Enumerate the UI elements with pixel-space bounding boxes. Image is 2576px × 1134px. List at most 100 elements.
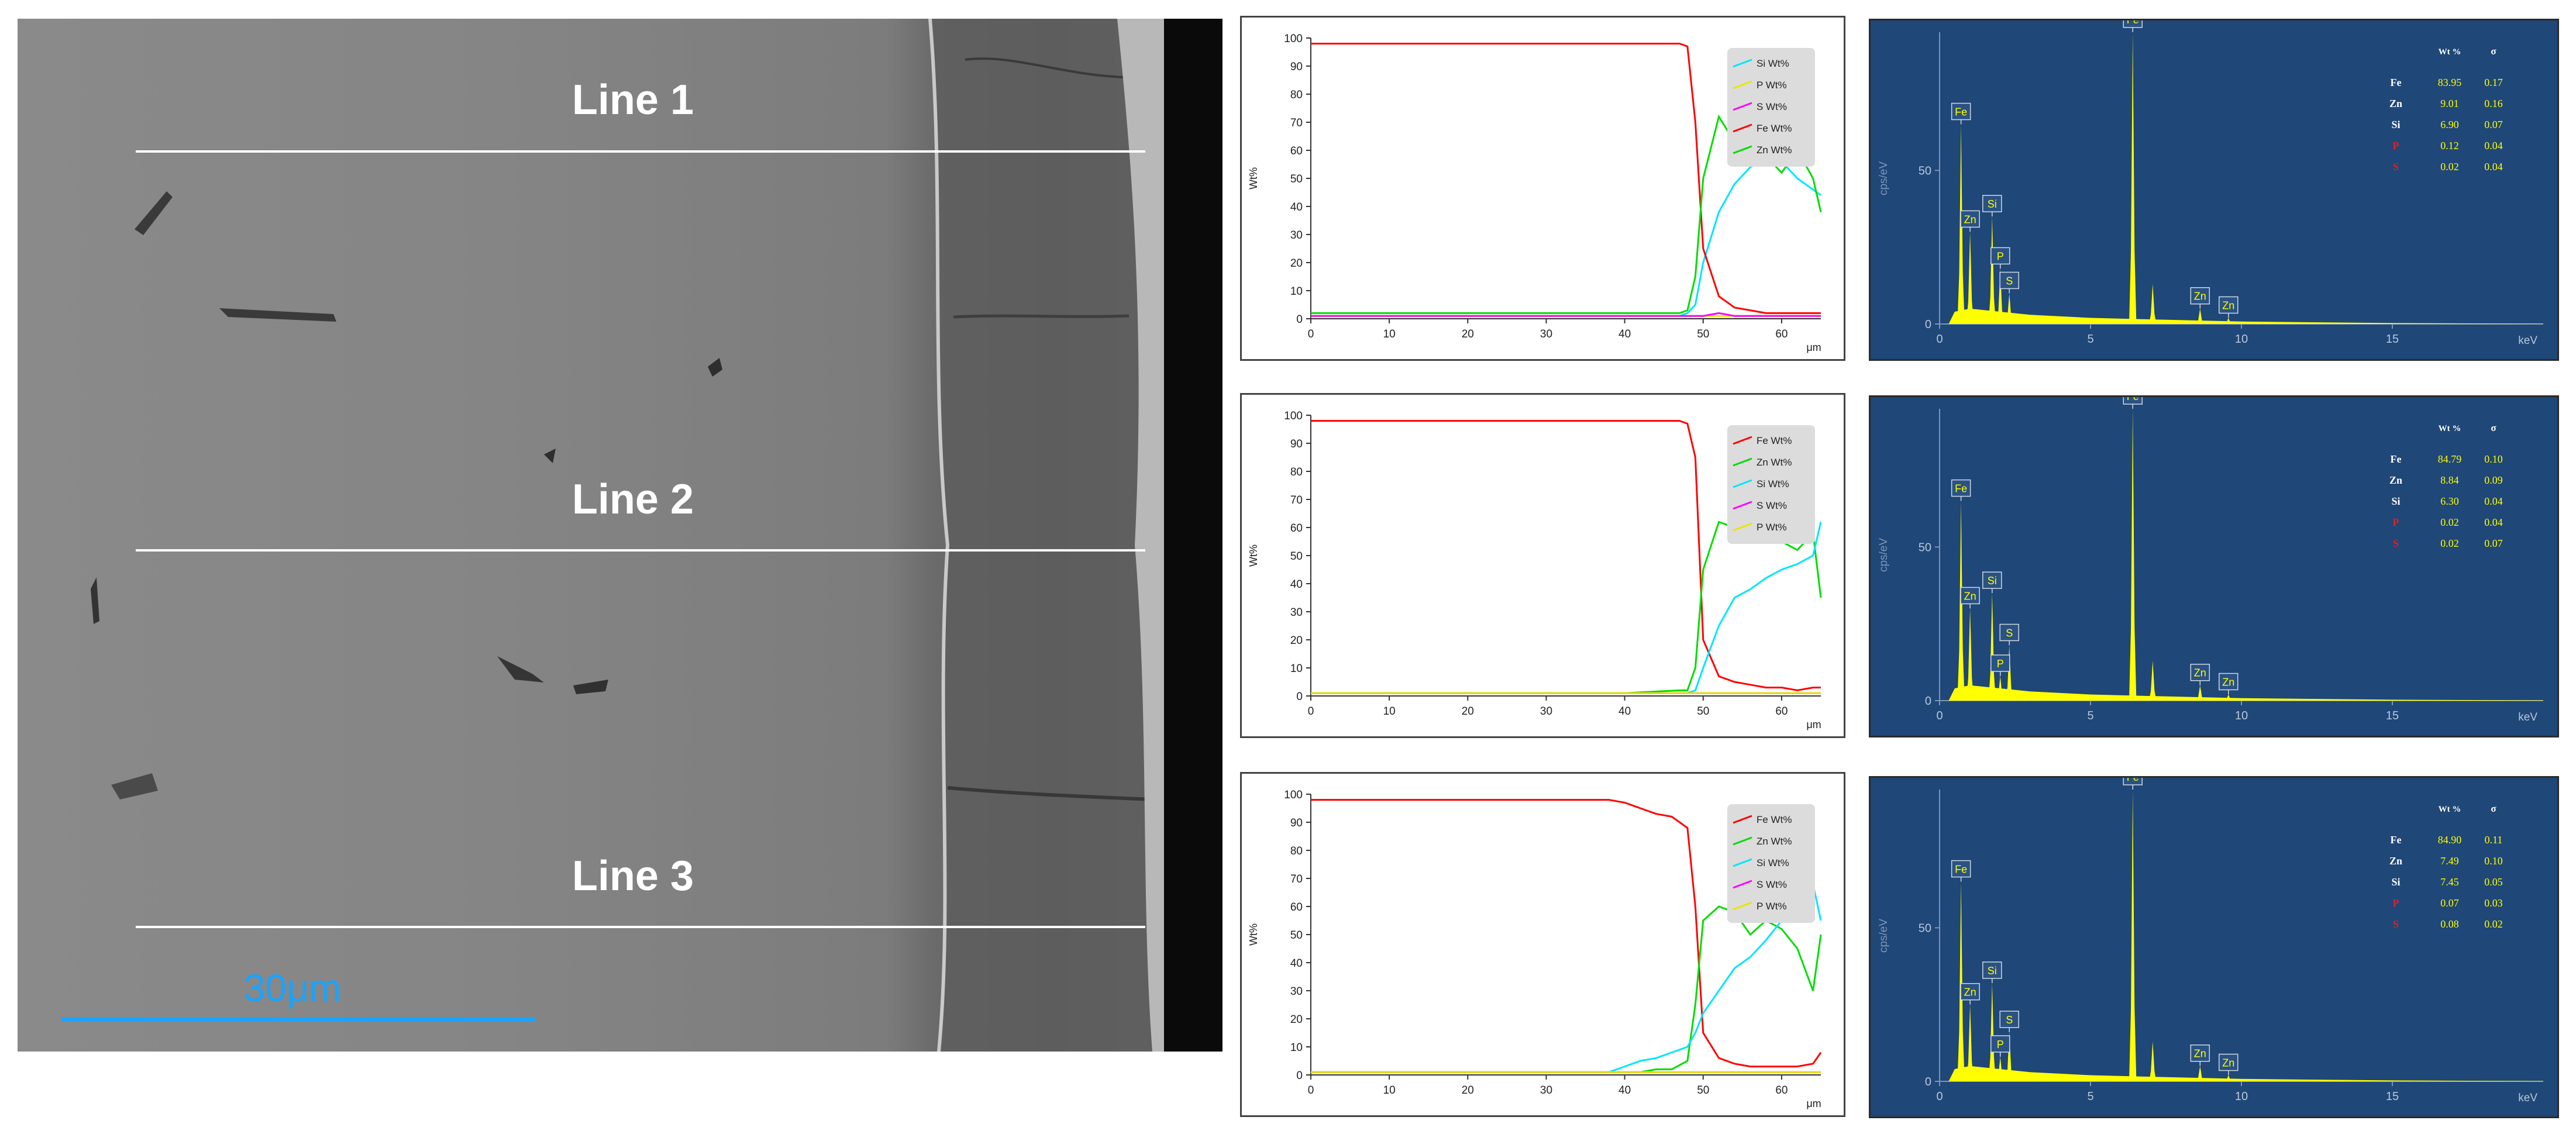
y-tick-label: 30 (1290, 229, 1303, 242)
table-element: Si (2391, 119, 2400, 130)
table-header-sigma: σ (2491, 803, 2496, 814)
x-tick-label: 5 (2087, 333, 2093, 346)
table-header-sigma: σ (2491, 46, 2496, 57)
x-tick-label: 30 (1540, 705, 1552, 718)
legend-swatch (1733, 836, 1752, 846)
y-tick-label: 10 (1290, 1042, 1303, 1054)
y-tick-label: 60 (1290, 145, 1303, 157)
table-sigma-value: 0.10 (2484, 453, 2503, 465)
legend-swatch (1733, 815, 1752, 824)
x-tick-label: 20 (1462, 1084, 1474, 1097)
peak-label-box (2123, 397, 2143, 405)
series-fe-line (1311, 420, 1821, 691)
y-tick-label: 50 (1290, 173, 1303, 185)
legend-label: Fe Wt% (1757, 435, 1792, 446)
table-wt-value: 0.02 (2440, 516, 2459, 528)
peak-label-box (1990, 654, 2010, 672)
peak-label-box (2190, 1044, 2210, 1062)
y-tick-label: 70 (1290, 117, 1303, 129)
table-sigma-value: 0.03 (2484, 897, 2503, 909)
spectrum-peak (1988, 216, 1996, 324)
peak-label: Fe (2127, 778, 2139, 783)
table-wt-value: 0.07 (2440, 897, 2459, 909)
y-tick-label: 0 (1925, 695, 1931, 708)
table-sigma-value: 0.16 (2484, 98, 2503, 109)
peak-label: Fe (1955, 483, 1967, 495)
x-tick-label: 60 (1775, 705, 1788, 718)
line-profile-2-chart: 0 10 20 30 40 50 60 70 80 90 100 0 10 20 30 40 50 60 μm Wt%… (1248, 410, 1822, 730)
table-sigma-value: 0.10 (2484, 855, 2503, 867)
x-tick-label: 0 (1308, 328, 1314, 340)
spectrum-peak (1966, 608, 1974, 701)
y-tick-label: 90 (1290, 817, 1303, 829)
legend-swatch (1733, 457, 1752, 467)
legend-label: Si Wt% (1757, 478, 1789, 490)
peak-label: Zn (2222, 676, 2234, 688)
table-wt-value: 0.12 (2440, 140, 2459, 151)
spectrum-peak (2006, 1032, 2013, 1081)
x-tick-label: 30 (1540, 328, 1552, 340)
x-tick-label: 5 (2087, 1090, 2093, 1103)
peak-label-box (1999, 1011, 2019, 1028)
y-tick-label: 0 (1296, 691, 1303, 703)
peak-label: Zn (2194, 667, 2206, 679)
spectrum-peak (1988, 983, 1996, 1081)
legend-box (1727, 48, 1815, 167)
x-unit-label: keV (2518, 1092, 2537, 1104)
table-header-wt: Wt % (2439, 424, 2461, 433)
inclusion (497, 656, 544, 683)
spectrum-peak (2149, 660, 2157, 701)
line-profile-2: 0 10 20 30 40 50 60 70 80 90 100 0 10 20 30 40 50 60 μm Wt%… (1240, 393, 1845, 738)
table-sigma-value: 0.04 (2484, 161, 2503, 173)
y-tick-label: 80 (1290, 466, 1303, 478)
table-element: Fe (2391, 77, 2402, 88)
y-tick-label: 10 (1290, 663, 1303, 675)
table-wt-value: 0.02 (2440, 161, 2459, 173)
x-tick-label: 0 (1308, 705, 1314, 718)
inclusion (91, 577, 99, 624)
x-tick-label: 40 (1618, 1084, 1631, 1097)
peak-label-box (1999, 623, 2019, 642)
legend-label: Si Wt% (1757, 58, 1789, 69)
y-tick-label: 60 (1290, 901, 1303, 914)
table-wt-value: 8.84 (2440, 474, 2459, 486)
x-tick-label: 15 (2386, 1090, 2399, 1103)
legend-label: P Wt% (1757, 522, 1787, 533)
x-tick-label: 10 (1383, 1084, 1396, 1097)
x-tick-label: 15 (2386, 709, 2399, 722)
y-tick-label: 40 (1290, 957, 1303, 970)
x-tick-label: 10 (2235, 1090, 2248, 1103)
peak-label-box (1990, 247, 2010, 265)
peak-label-box (2219, 296, 2238, 314)
inclusion (708, 358, 722, 377)
peak-label: Zn (2194, 291, 2206, 302)
inclusion (111, 773, 158, 799)
x-tick-label: 0 (1936, 1090, 1943, 1103)
peak-label: Fe (1955, 106, 1967, 118)
table-element: S (2393, 537, 2399, 549)
spectrum-peak (2196, 685, 2204, 701)
spectrum-peak (1996, 268, 2004, 324)
peak-label: S (2006, 627, 2013, 639)
table-wt-value: 7.49 (2440, 855, 2459, 867)
series-si-line (1311, 157, 1821, 317)
spectrum-peak (2149, 284, 2157, 324)
y-tick-label: 20 (1290, 1014, 1303, 1026)
spectrum-peak (1966, 232, 1974, 324)
legend-label: Zn Wt% (1757, 457, 1792, 468)
spectrum-continuum (1948, 685, 2543, 701)
spectrum-peak (1988, 593, 1996, 701)
coating-crack (965, 57, 1124, 78)
peak-label: Zn (2194, 1048, 2206, 1060)
y-axis-label: Wt% (1248, 544, 1259, 567)
spectrum-peak (2129, 790, 2137, 1081)
coating-crack (947, 786, 1153, 801)
spectrum-peak (1996, 676, 2004, 701)
coating-crack (953, 314, 1129, 319)
peak-label: S (2006, 1014, 2013, 1026)
y-tick-label: 30 (1290, 606, 1303, 619)
table-header-sigma: σ (2491, 422, 2496, 433)
